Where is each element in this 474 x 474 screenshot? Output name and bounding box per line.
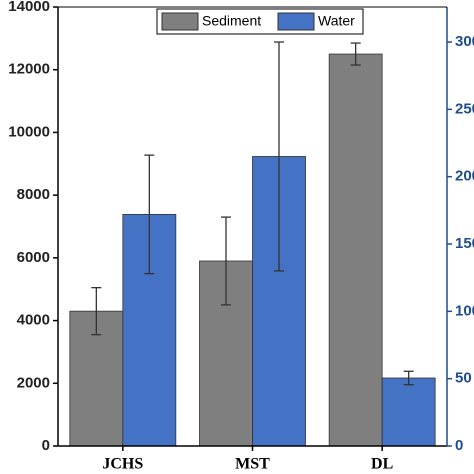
y2-tick-label: 250 xyxy=(455,100,474,117)
x-tick-label: DL xyxy=(371,456,393,473)
y2-tick-label: 0 xyxy=(455,437,463,454)
y-tick-label: 10000 xyxy=(8,123,50,140)
x-tick-label: MST xyxy=(235,456,270,473)
y2-tick-label: 300 xyxy=(455,33,474,50)
y2-tick-label: 200 xyxy=(455,168,474,185)
legend-swatch xyxy=(277,12,315,31)
y-tick-label: 6000 xyxy=(17,249,50,266)
error-bar xyxy=(403,370,414,386)
error-bar xyxy=(91,286,102,336)
error-bar xyxy=(144,154,155,275)
y-tick-label: 0 xyxy=(42,437,50,454)
x-tick-label: JCHS xyxy=(102,456,143,473)
y2-tick-label: 150 xyxy=(455,235,474,252)
bar xyxy=(328,53,383,447)
error-bar xyxy=(274,41,284,272)
legend-label: Water xyxy=(318,13,355,29)
error-bar xyxy=(221,216,231,306)
y-tick-label: 4000 xyxy=(17,312,50,329)
y-tick-label: 12000 xyxy=(8,61,50,78)
y2-tick-label: 100 xyxy=(455,302,474,319)
bar xyxy=(381,377,436,447)
y-tick-label: 2000 xyxy=(17,374,50,391)
legend-swatch xyxy=(161,12,199,31)
y-tick-label: 14000 xyxy=(8,0,50,15)
legend-label: Sediment xyxy=(202,13,261,29)
y2-tick-label: 50 xyxy=(455,370,472,387)
error-bar xyxy=(350,42,361,66)
y-tick-label: 8000 xyxy=(17,186,50,203)
